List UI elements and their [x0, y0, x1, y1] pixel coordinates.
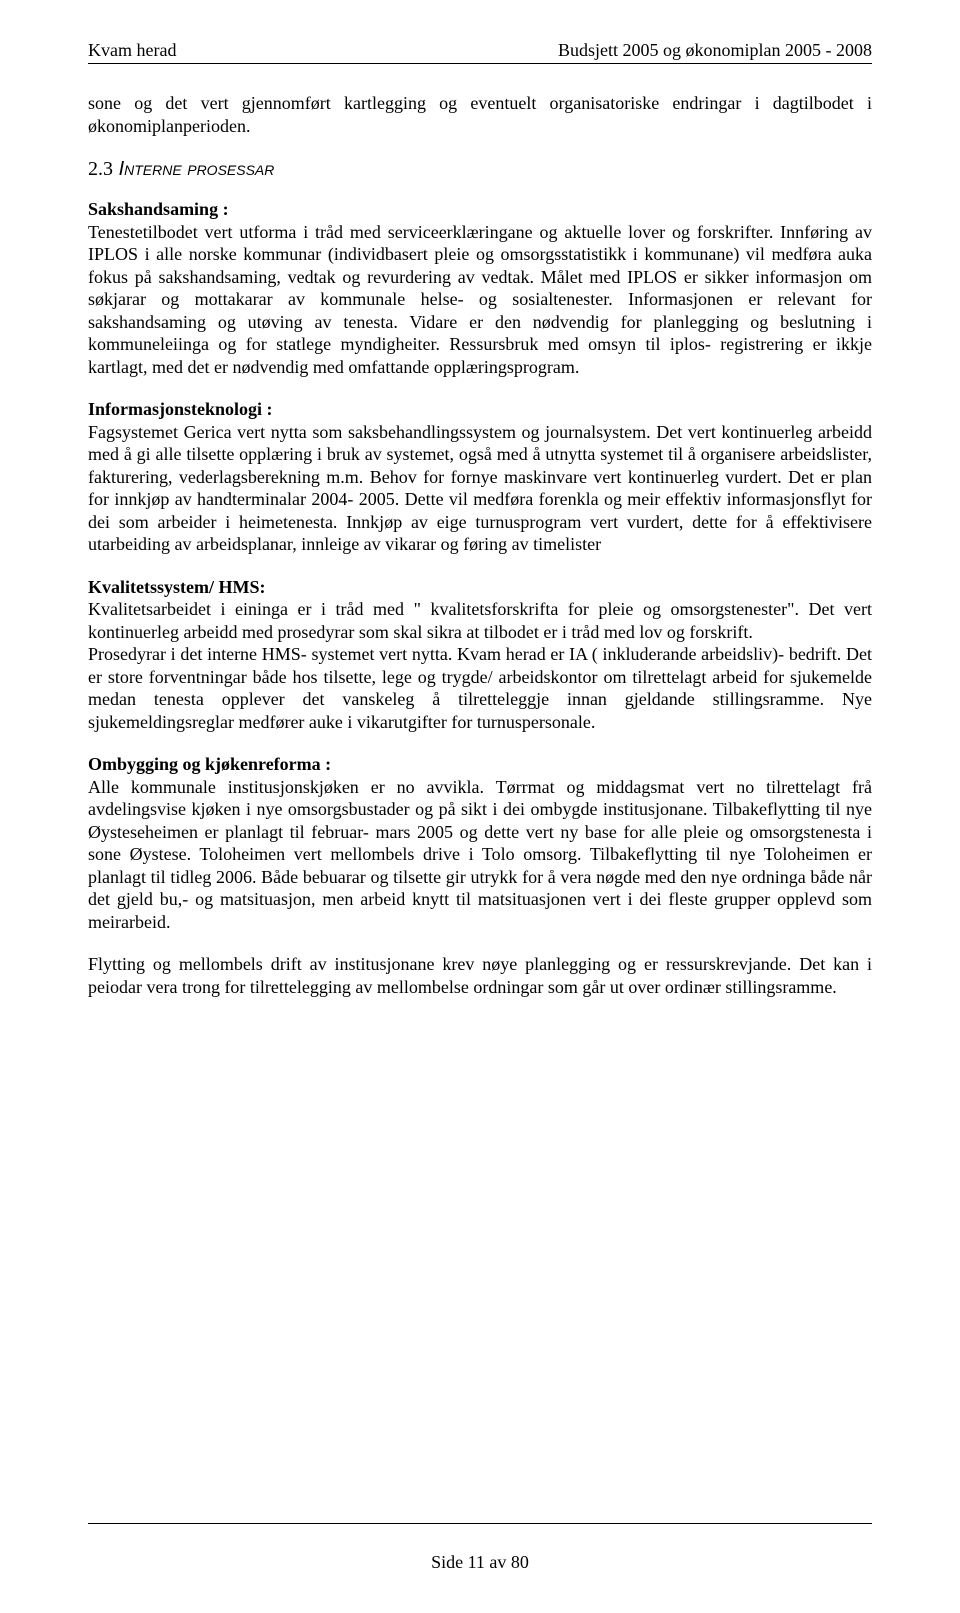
header-right: Budsjett 2005 og økonomiplan 2005 - 2008 — [558, 40, 872, 61]
informasjonsteknologi-block: Informasjonsteknologi : Fagsystemet Geri… — [88, 398, 872, 556]
section-title: Interne prosessar — [119, 158, 275, 180]
section-number: 2.3 — [88, 158, 113, 180]
kvalitetssystem-body2: Prosedyrar i det interne HMS- systemet v… — [88, 644, 872, 732]
page-header: Kvam herad Budsjett 2005 og økonomiplan … — [88, 40, 872, 64]
header-left: Kvam herad — [88, 40, 176, 61]
page-footer: Side 11 av 80 — [0, 1523, 960, 1573]
intro-paragraph: sone og det vert gjennomført kartlegging… — [88, 92, 872, 137]
section-heading: 2.3 Interne prosessar — [88, 157, 872, 182]
kvalitetssystem-body1: Kvalitetsarbeidet i eininga er i tråd me… — [88, 599, 872, 642]
sakshandsaming-block: Sakshandsaming : Tenestetilbodet vert ut… — [88, 198, 872, 378]
kvalitetssystem-title: Kvalitetssystem/ HMS: — [88, 577, 265, 597]
informasjonsteknologi-title: Informasjonsteknologi : — [88, 399, 273, 419]
body-content: sone og det vert gjennomført kartlegging… — [88, 92, 872, 998]
sakshandsaming-title: Sakshandsaming : — [88, 199, 229, 219]
closing-paragraph: Flytting og mellombels drift av institus… — [88, 953, 872, 998]
sakshandsaming-body: Tenestetilbodet vert utforma i tråd med … — [88, 222, 872, 377]
ombygging-body: Alle kommunale institusjonskjøken er no … — [88, 777, 872, 932]
ombygging-block: Ombygging og kjøkenreforma : Alle kommun… — [88, 753, 872, 933]
page-number: Side 11 av 80 — [431, 1552, 529, 1572]
kvalitetssystem-block: Kvalitetssystem/ HMS: Kvalitetsarbeidet … — [88, 576, 872, 734]
document-page: Kvam herad Budsjett 2005 og økonomiplan … — [0, 0, 960, 1613]
informasjonsteknologi-body: Fagsystemet Gerica vert nytta som saksbe… — [88, 422, 872, 555]
ombygging-title: Ombygging og kjøkenreforma : — [88, 754, 331, 774]
footer-rule — [88, 1523, 872, 1524]
